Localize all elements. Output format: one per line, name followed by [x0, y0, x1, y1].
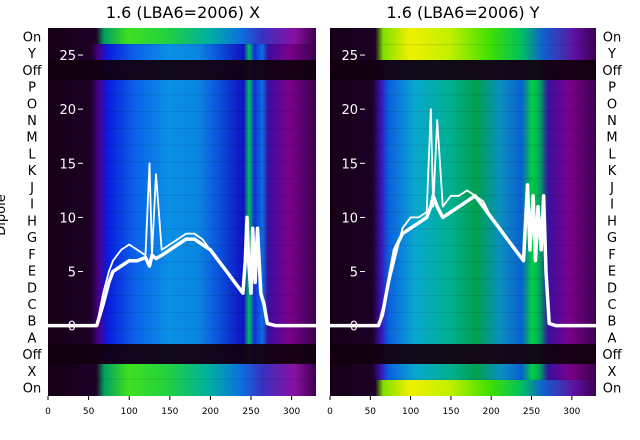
x-tick-label: 300	[283, 407, 300, 417]
row-label: M	[26, 131, 37, 146]
heatmap-y-top-off-band	[330, 60, 596, 80]
x-tick-label: 100	[402, 407, 419, 417]
row-label: A	[608, 331, 617, 346]
row-label: G	[27, 231, 37, 246]
row-label: D	[27, 281, 37, 296]
y-tick-label: 20	[59, 103, 76, 118]
row-label: On	[23, 382, 41, 397]
heatmap-x-bottom-on-band	[48, 364, 316, 396]
row-label: J	[609, 181, 614, 196]
y-tick-label: 25	[341, 49, 358, 64]
row-label: O	[27, 97, 37, 112]
y-tick-label: 25	[59, 49, 76, 64]
panel-title-y: 1.6 (LBA6=2006) Y	[386, 3, 539, 22]
y-axis-label: Dipole	[0, 194, 9, 235]
row-label: P	[28, 81, 36, 96]
row-label: K	[608, 164, 617, 179]
x-tick-label: 300	[563, 407, 580, 417]
heatmap-x-bottom-off-band	[48, 344, 316, 364]
y-tick-label: 20	[341, 103, 358, 118]
row-label: G	[607, 231, 617, 246]
row-label: F	[28, 248, 35, 263]
y-tick-label: 10	[341, 211, 358, 226]
heatmap-y-bottom-off-band	[330, 344, 596, 364]
row-label: F	[608, 248, 615, 263]
row-label: O	[607, 97, 617, 112]
x-tick-label: 100	[121, 407, 138, 417]
row-label: On	[23, 30, 41, 45]
row-label: Off	[602, 348, 622, 363]
panel-title-x: 1.6 (LBA6=2006) X	[106, 3, 260, 22]
x-tick-label: 0	[45, 407, 51, 417]
y-tick-label: 5	[68, 266, 76, 281]
y-tick-label: 10	[59, 211, 76, 226]
row-label: B	[28, 315, 37, 330]
heatmap-y-bottom-on-band	[330, 380, 596, 396]
row-label: C	[607, 298, 616, 313]
heatmap-x-background	[48, 28, 316, 396]
row-label: On	[603, 30, 621, 45]
heatmap-x-top-off-band	[48, 60, 316, 80]
heatmap-y-background	[330, 28, 596, 396]
row-label: C	[27, 298, 36, 313]
x-tick-label: 200	[202, 407, 219, 417]
x-tick-label: 200	[483, 407, 500, 417]
row-label: E	[608, 265, 616, 280]
row-label: K	[28, 164, 37, 179]
x-tick-label: 250	[523, 407, 540, 417]
series-line	[48, 162, 244, 327]
row-label: L	[28, 147, 36, 162]
row-label: N	[607, 114, 617, 129]
row-label: I	[30, 198, 34, 213]
y-tick-label: 15	[59, 157, 76, 172]
x-tick-label: 150	[161, 407, 178, 417]
x-tick-label: 0	[327, 407, 333, 417]
row-label: A	[28, 331, 37, 346]
x-tick-label: 150	[442, 407, 459, 417]
row-label: Off	[22, 64, 42, 79]
row-label: M	[606, 131, 617, 146]
row-label: P	[608, 81, 616, 96]
row-label: I	[610, 198, 614, 213]
row-label: N	[27, 114, 37, 129]
row-label: E	[28, 265, 36, 280]
row-label: Off	[602, 64, 622, 79]
y-tick-label: 15	[341, 157, 358, 172]
row-label: Y	[27, 47, 36, 62]
row-label: On	[603, 382, 621, 397]
row-label: H	[607, 214, 617, 229]
x-tick-label: 50	[83, 407, 95, 417]
row-label: X	[28, 365, 37, 380]
row-label: L	[608, 147, 616, 162]
x-tick-label: 250	[242, 407, 259, 417]
row-label: X	[608, 365, 617, 380]
heatmap-y-top-on-band	[330, 28, 596, 60]
row-label: J	[29, 181, 34, 196]
row-label: Y	[607, 47, 616, 62]
y-tick-label: 5	[350, 266, 358, 281]
row-label: D	[607, 281, 617, 296]
x-tick-label: 50	[365, 407, 377, 417]
heatmap-x-top-on-band	[48, 28, 316, 44]
row-label: H	[27, 214, 37, 229]
series-line	[330, 108, 525, 327]
series-line	[48, 215, 316, 328]
row-label: B	[608, 315, 617, 330]
row-label: Off	[22, 348, 42, 363]
